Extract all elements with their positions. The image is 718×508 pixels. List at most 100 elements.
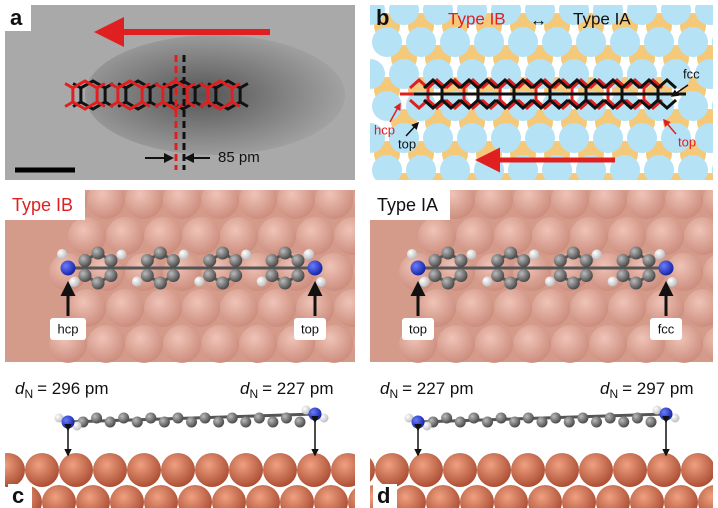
carbon [291,254,305,267]
label-box [373,484,397,508]
ring-spoke [141,82,151,90]
copper-atom [528,485,562,508]
copper-atom [562,485,596,508]
panel-b [370,5,718,180]
carbon [482,416,493,428]
lattice-atom [423,5,453,25]
carbon [454,254,468,267]
carbon [278,276,292,290]
lattice-atom [695,59,713,89]
surface-atom [456,289,494,327]
surface-atom [182,289,220,327]
lattice-atom [457,123,487,153]
lattice-atom [474,27,504,57]
site-box [294,318,326,340]
lattice-atom [714,77,718,103]
copper-atom [314,485,348,508]
copper-atom [613,453,647,487]
surface-atom [144,289,182,327]
carbon [491,269,505,282]
lattice-atom [372,91,402,121]
label-box [8,484,32,508]
label-box [5,190,85,220]
site-label: hcp [58,321,79,336]
label-box [370,190,450,220]
site-arrow [389,102,401,123]
distance-label: dN = 296 pm [15,379,109,401]
surface-atom [494,289,532,327]
lattice-atom [423,123,453,153]
ring-spoke [96,82,106,90]
carbon [91,246,105,260]
ring-spoke [239,82,249,90]
carbon [468,412,480,424]
surface-atom [703,255,713,289]
surface-atom [353,191,355,209]
scale-label: 85 pm [218,149,260,166]
hydrogen [407,249,417,259]
surface-atom [144,217,182,255]
type-label: Type IA [377,195,438,215]
lattice-atom [593,123,623,153]
lattice-atom [372,27,402,57]
carbon [504,246,518,260]
lattice-atom [714,13,718,39]
carbon [104,254,118,267]
ring-spoke [64,100,74,108]
surface-atom [494,217,532,255]
nitrogen [659,407,673,421]
carbon [616,254,630,267]
carbon [553,269,567,282]
hydrogen [194,276,205,287]
lattice-atom [372,155,402,180]
copper-atom [76,485,110,508]
surface-atom [296,217,334,255]
carbon [553,254,567,267]
surface-atom [684,289,713,327]
copper-atom [647,453,681,487]
copper-atom [127,453,161,487]
panel-label: d [377,483,390,508]
copper-atom [460,485,494,508]
ring-spoke [64,82,74,90]
hydrogen [655,249,665,259]
surface-atom [68,289,106,327]
ring-spoke [109,100,119,108]
carbon [104,416,116,428]
carbon [428,269,442,282]
surface-atom [532,289,570,327]
carbon [441,276,455,290]
surface-atom [201,190,239,219]
surface-atom [87,325,125,363]
carbon [645,416,657,428]
surface-atom [334,217,355,255]
lattice-atom [440,27,470,57]
panel-label: b [376,5,389,30]
carbon [563,416,575,428]
hydrogen [116,249,127,260]
distance-label: dN = 297 pm [600,379,694,401]
carbon [140,254,154,267]
ring-spoke [199,82,209,90]
copper-atom [110,485,144,508]
lattice-atom [559,123,589,153]
ring-spoke [186,100,196,108]
copper-atom [375,453,409,487]
nitrogen [61,415,75,429]
copper-atom [348,488,355,508]
lattice-atom [406,27,436,57]
carbon [153,276,167,290]
lattice-atom [712,100,713,112]
surface-atom [68,217,106,255]
surface-atom [220,217,258,255]
site-label: top [398,136,416,151]
surface-atom [684,217,713,255]
site-arrow [670,84,689,97]
surface-atom [513,325,551,363]
copper-atom [681,453,713,487]
carbon [265,254,279,267]
carbon [118,412,130,424]
hydrogen [404,413,414,423]
nitrogen [60,260,76,276]
